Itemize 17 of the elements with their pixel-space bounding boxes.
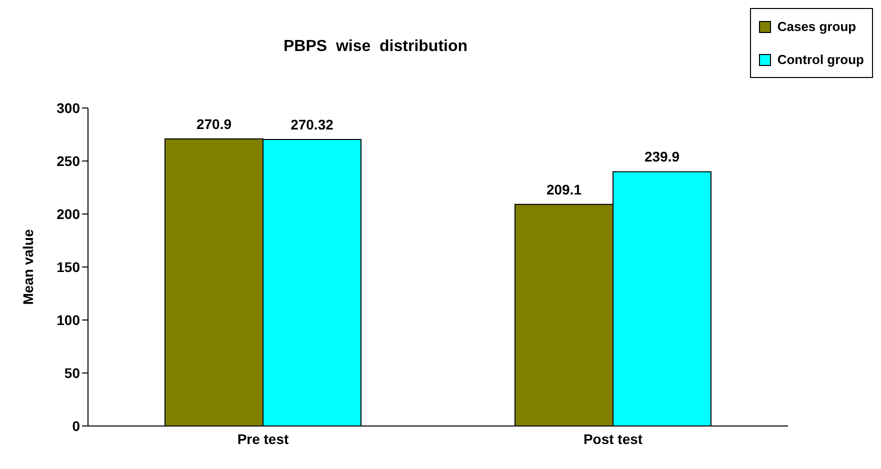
legend-label: Control group xyxy=(777,52,864,67)
y-tick-label: 250 xyxy=(56,152,80,169)
data-label: 239.9 xyxy=(644,148,680,165)
data-label: 209.1 xyxy=(546,181,582,198)
y-tick-label: 300 xyxy=(56,100,80,116)
data-label: 270.32 xyxy=(290,116,334,132)
legend-label: Cases group xyxy=(777,19,856,34)
x-tick-label: Post test xyxy=(583,430,643,447)
y-axis-title: Mean value xyxy=(20,229,36,305)
data-label: 270.9 xyxy=(196,116,232,132)
x-tick-label: Pre test xyxy=(237,430,290,447)
y-tick-label: 0 xyxy=(72,418,80,434)
y-tick-label: 200 xyxy=(56,206,80,222)
y-tick-label: 100 xyxy=(56,312,80,328)
y-tick-label: 50 xyxy=(64,364,80,381)
y-tick-label: 150 xyxy=(56,258,80,275)
chart-title: PBPS wise distribution xyxy=(283,38,468,55)
